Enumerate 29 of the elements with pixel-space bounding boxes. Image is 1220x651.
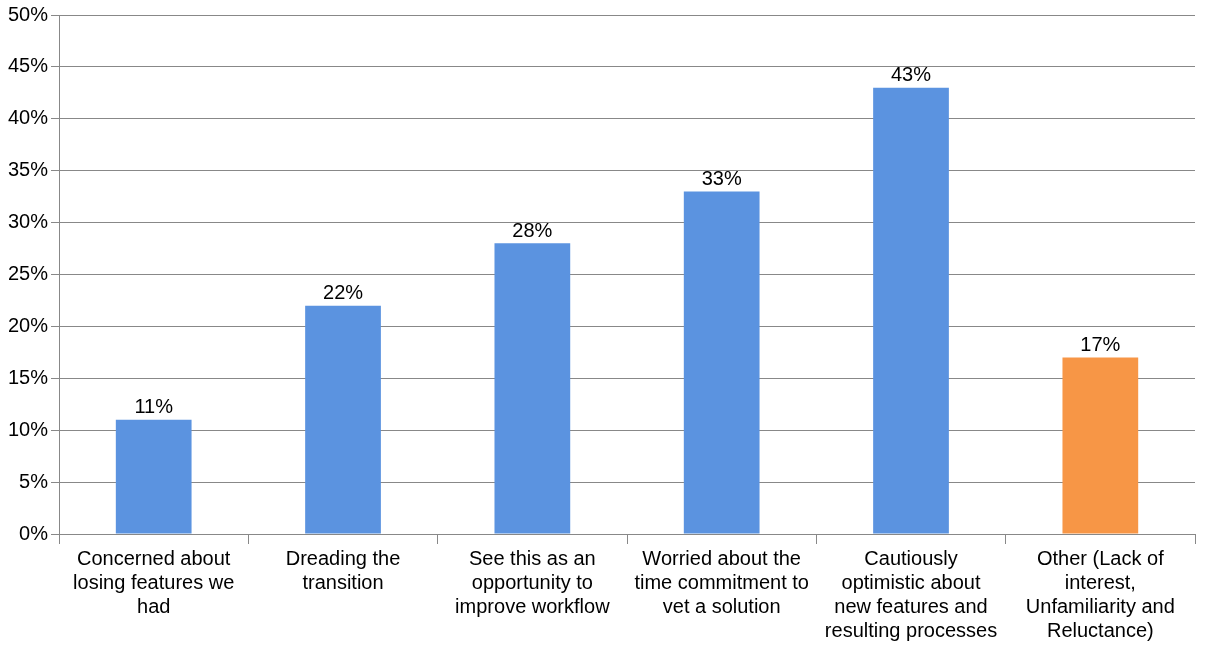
bar [494,243,571,534]
y-tick-label: 15% [8,365,49,388]
data-label: 11% [134,395,174,418]
bar [683,191,760,534]
data-label: 17% [1080,333,1121,356]
x-tick-label: Other (Lack of interest, Unfamiliarity and Reluctance) [1025,546,1175,641]
y-tick-label: 20% [8,313,49,336]
data-label: 22% [323,281,364,304]
x-tick-label: See this as an opportunity to improve workflow [455,546,611,617]
y-tick-label: 0% [19,521,49,544]
y-tick-label: 40% [8,106,49,129]
y-tick-label: 10% [8,417,49,440]
bar [873,87,949,534]
y-tick-label: 5% [19,469,49,492]
data-label: 43% [890,63,932,86]
y-tick-label: 25% [8,262,49,285]
x-tick-label: Cautiously optimistic about new features and resulting processes [824,546,998,641]
y-tick-label: 50% [8,2,49,25]
y-tick-label: 45% [8,54,49,77]
x-tick-label: Worried about the time commitment to vet a solution [634,546,809,617]
x-tick-label: Dreading the transition [285,546,401,593]
data-label: 28% [512,218,553,241]
bar [305,305,381,534]
y-tick-label: 30% [8,210,49,233]
y-tick-label: 35% [8,158,49,181]
bar [1062,357,1139,534]
x-tick-label: Concerned about losing features we had [73,546,235,617]
data-label: 33% [701,166,742,189]
bar [115,419,192,534]
